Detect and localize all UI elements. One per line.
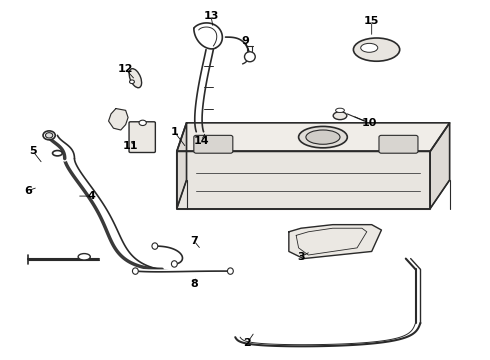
Ellipse shape — [139, 120, 147, 126]
Ellipse shape — [46, 133, 53, 138]
Text: 13: 13 — [203, 11, 219, 21]
Text: 9: 9 — [241, 36, 249, 46]
Ellipse shape — [227, 268, 233, 274]
Text: 12: 12 — [118, 64, 133, 74]
Ellipse shape — [78, 253, 90, 260]
Text: 10: 10 — [362, 118, 377, 128]
Ellipse shape — [353, 38, 400, 61]
Text: 5: 5 — [29, 147, 37, 157]
Ellipse shape — [172, 261, 177, 267]
Text: 1: 1 — [171, 127, 178, 137]
Ellipse shape — [129, 69, 142, 88]
Text: 7: 7 — [190, 236, 198, 246]
Ellipse shape — [298, 126, 347, 148]
Ellipse shape — [333, 112, 347, 120]
Ellipse shape — [43, 131, 55, 140]
Text: 2: 2 — [244, 338, 251, 347]
Ellipse shape — [132, 268, 138, 274]
Ellipse shape — [52, 150, 62, 156]
FancyBboxPatch shape — [379, 135, 418, 153]
Polygon shape — [430, 123, 450, 208]
Text: 8: 8 — [190, 279, 198, 289]
Ellipse shape — [152, 243, 158, 249]
FancyBboxPatch shape — [129, 122, 155, 153]
Polygon shape — [289, 225, 381, 258]
Text: 6: 6 — [24, 186, 32, 196]
Ellipse shape — [361, 43, 378, 52]
Polygon shape — [177, 123, 450, 152]
Text: 14: 14 — [194, 136, 209, 146]
Text: 15: 15 — [364, 16, 379, 26]
Ellipse shape — [306, 130, 340, 144]
Polygon shape — [177, 152, 430, 208]
Ellipse shape — [336, 108, 344, 112]
Polygon shape — [177, 123, 187, 208]
Ellipse shape — [129, 80, 134, 84]
Text: 4: 4 — [88, 191, 96, 201]
Text: 11: 11 — [123, 141, 138, 151]
FancyBboxPatch shape — [194, 135, 233, 153]
Text: 3: 3 — [297, 252, 305, 262]
Polygon shape — [109, 109, 128, 130]
Ellipse shape — [245, 52, 255, 62]
